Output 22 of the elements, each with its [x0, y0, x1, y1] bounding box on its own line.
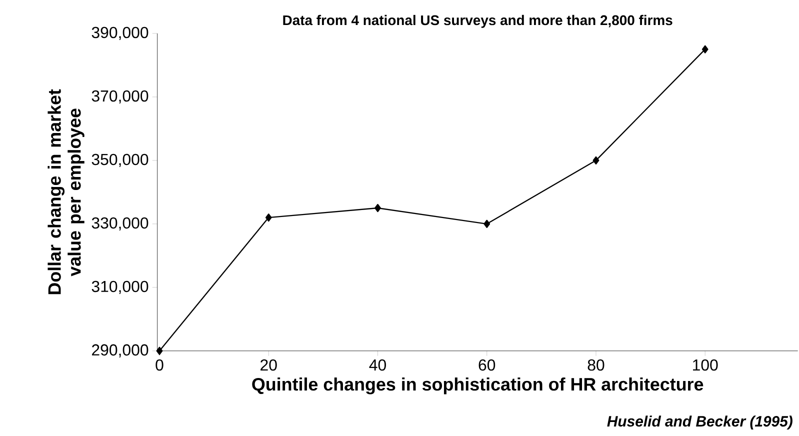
x-tick-label: 60	[478, 359, 496, 371]
x-tick-label: 100	[693, 359, 718, 371]
y-tick-label: 390,000	[92, 26, 148, 40]
y-tick-label: 350,000	[92, 154, 148, 168]
y-tick-label: 370,000	[92, 90, 148, 104]
y-axis-title: Dollar change in market value per employee	[48, 89, 84, 294]
x-tick-label: 40	[369, 359, 386, 371]
y-tick-label: 290,000	[92, 344, 148, 358]
x-tick-label: 0	[156, 359, 164, 371]
text: Huselid and Becker (1995)	[607, 416, 792, 430]
point	[156, 346, 163, 356]
chart-title: Data from 4 national US surveys and more than 2,800 firms	[283, 14, 672, 28]
point	[484, 220, 490, 228]
point	[265, 214, 272, 222]
x-axis-title: Quintile changes in sophistication of HR architecture	[252, 378, 704, 394]
x-tick-label: 80	[588, 359, 604, 371]
y-tick-label: 310,000	[92, 280, 148, 294]
point	[702, 45, 708, 54]
point	[592, 156, 600, 165]
y-tick-label: 330,000	[92, 217, 148, 231]
point	[374, 204, 381, 212]
x-tick-label: 20	[260, 359, 277, 371]
